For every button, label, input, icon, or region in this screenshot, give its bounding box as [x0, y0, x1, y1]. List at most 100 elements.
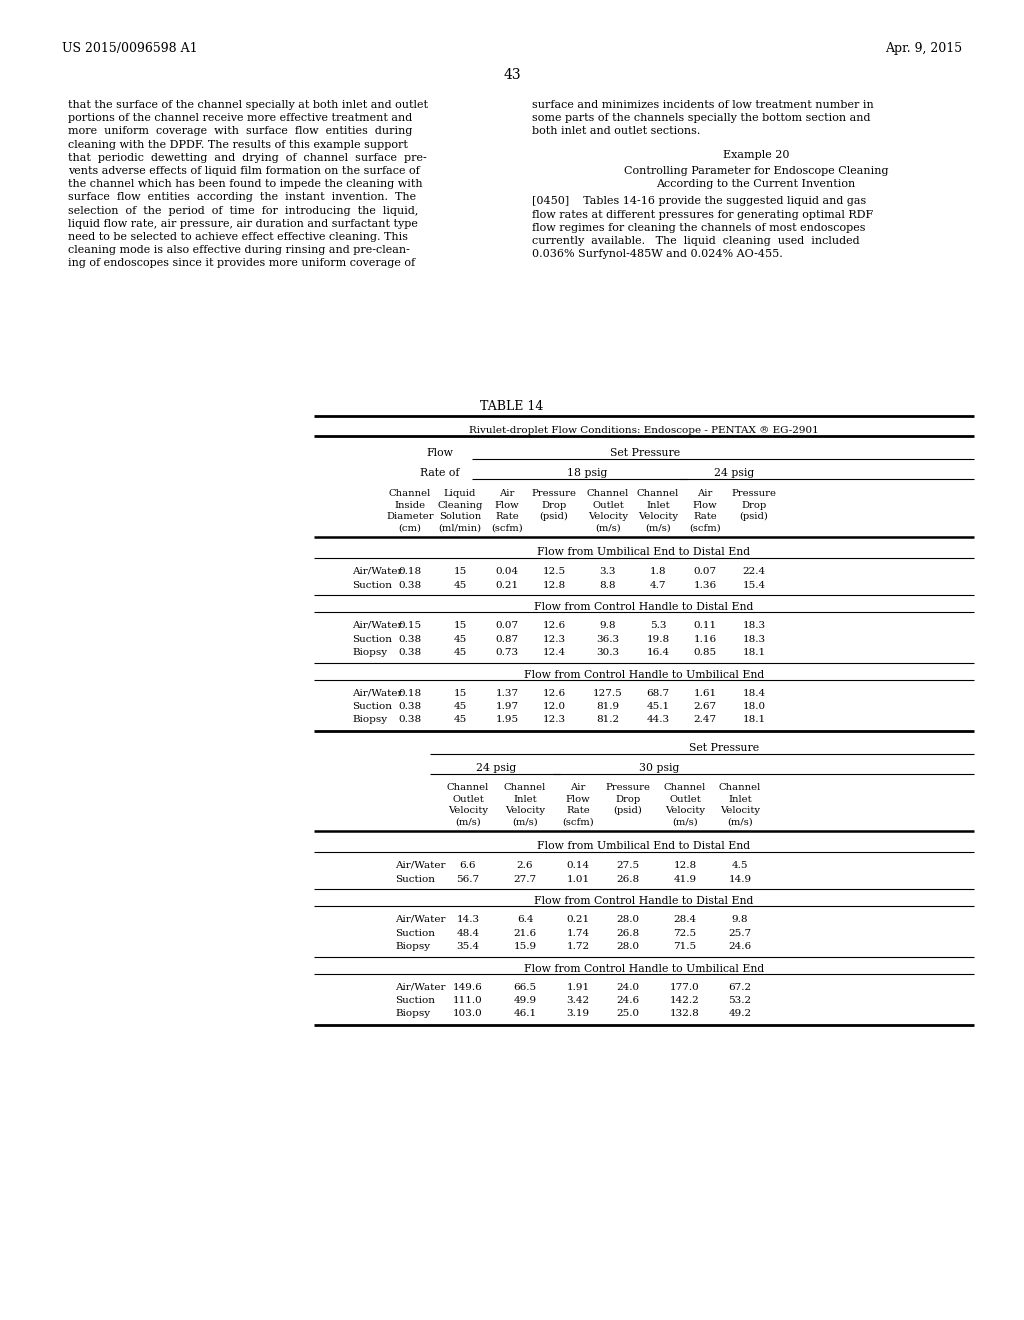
Text: 14.3: 14.3 [457, 915, 479, 924]
Text: 21.6: 21.6 [513, 928, 537, 937]
Text: 41.9: 41.9 [674, 874, 696, 883]
Text: 15.9: 15.9 [513, 942, 537, 950]
Text: 0.07: 0.07 [496, 620, 518, 630]
Text: 142.2: 142.2 [670, 997, 699, 1005]
Text: the channel which has been found to impede the cleaning with: the channel which has been found to impe… [68, 180, 423, 189]
Text: 4.5: 4.5 [732, 861, 749, 870]
Text: 18.3: 18.3 [742, 635, 766, 644]
Text: 27.5: 27.5 [616, 861, 640, 870]
Text: Rivulet-droplet Flow Conditions: Endoscope - PENTAX ® EG-2901: Rivulet-droplet Flow Conditions: Endosco… [469, 426, 819, 436]
Text: 43: 43 [503, 69, 521, 82]
Text: Solution: Solution [439, 512, 481, 521]
Text: 0.04: 0.04 [496, 568, 518, 576]
Text: Rate: Rate [566, 807, 590, 814]
Text: 2.47: 2.47 [693, 715, 717, 725]
Text: 149.6: 149.6 [454, 982, 483, 991]
Text: Air/Water: Air/Water [395, 861, 445, 870]
Text: currently  available.   The  liquid  cleaning  used  included: currently available. The liquid cleaning… [532, 236, 859, 246]
Text: 19.8: 19.8 [646, 635, 670, 644]
Text: Suction: Suction [395, 874, 435, 883]
Text: 177.0: 177.0 [670, 982, 699, 991]
Text: Pressure: Pressure [531, 488, 577, 498]
Text: Set Pressure: Set Pressure [689, 743, 759, 752]
Text: (m/s): (m/s) [645, 524, 671, 532]
Text: 3.3: 3.3 [600, 568, 616, 576]
Text: that the surface of the channel specially at both inlet and outlet: that the surface of the channel speciall… [68, 100, 428, 110]
Text: 56.7: 56.7 [457, 874, 479, 883]
Text: Air/Water: Air/Water [352, 568, 402, 576]
Text: Channel: Channel [587, 488, 629, 498]
Text: 15: 15 [454, 568, 467, 576]
Text: flow rates at different pressures for generating optimal RDF: flow rates at different pressures for ge… [532, 210, 873, 219]
Text: 12.0: 12.0 [543, 702, 565, 711]
Text: Apr. 9, 2015: Apr. 9, 2015 [885, 42, 962, 55]
Text: 45.1: 45.1 [646, 702, 670, 711]
Text: 24.0: 24.0 [616, 982, 640, 991]
Text: Flow from Control Handle to Umbilical End: Flow from Control Handle to Umbilical En… [524, 669, 764, 680]
Text: Channel: Channel [389, 488, 431, 498]
Text: 132.8: 132.8 [670, 1010, 699, 1019]
Text: 6.6: 6.6 [460, 861, 476, 870]
Text: surface  flow  entities  according  the  instant  invention.  The: surface flow entities according the inst… [68, 193, 416, 202]
Text: Channel: Channel [504, 783, 546, 792]
Text: vents adverse effects of liquid film formation on the surface of: vents adverse effects of liquid film for… [68, 166, 420, 176]
Text: Drop: Drop [741, 500, 767, 510]
Text: (scfm): (scfm) [492, 524, 523, 532]
Text: surface and minimizes incidents of low treatment number in: surface and minimizes incidents of low t… [532, 100, 873, 110]
Text: 103.0: 103.0 [454, 1010, 483, 1019]
Text: 0.38: 0.38 [398, 715, 422, 725]
Text: 9.8: 9.8 [600, 620, 616, 630]
Text: Air: Air [500, 488, 515, 498]
Text: Controlling Parameter for Endoscope Cleaning: Controlling Parameter for Endoscope Clea… [624, 166, 888, 176]
Text: Rate: Rate [496, 512, 519, 521]
Text: Biopsy: Biopsy [395, 942, 430, 950]
Text: 71.5: 71.5 [674, 942, 696, 950]
Text: (psid): (psid) [739, 512, 768, 521]
Text: 16.4: 16.4 [646, 648, 670, 657]
Text: 27.7: 27.7 [513, 874, 537, 883]
Text: According to the Current Invention: According to the Current Invention [656, 180, 856, 189]
Text: (cm): (cm) [398, 524, 422, 532]
Text: Suction: Suction [352, 635, 392, 644]
Text: more  uniform  coverage  with  surface  flow  entities  during: more uniform coverage with surface flow … [68, 127, 413, 136]
Text: 26.8: 26.8 [616, 874, 640, 883]
Text: 45: 45 [454, 581, 467, 590]
Text: 1.36: 1.36 [693, 581, 717, 590]
Text: (m/s): (m/s) [672, 817, 698, 826]
Text: 12.6: 12.6 [543, 620, 565, 630]
Text: 12.5: 12.5 [543, 568, 565, 576]
Text: 68.7: 68.7 [646, 689, 670, 697]
Text: 25.7: 25.7 [728, 928, 752, 937]
Text: 30 psig: 30 psig [639, 763, 679, 774]
Text: Pressure: Pressure [731, 488, 776, 498]
Text: 30.3: 30.3 [596, 648, 620, 657]
Text: Outlet: Outlet [592, 500, 624, 510]
Text: 1.72: 1.72 [566, 942, 590, 950]
Text: Liquid: Liquid [443, 488, 476, 498]
Text: Velocity: Velocity [588, 512, 628, 521]
Text: 24 psig: 24 psig [476, 763, 517, 774]
Text: Biopsy: Biopsy [395, 1010, 430, 1019]
Text: (m/s): (m/s) [595, 524, 621, 532]
Text: (scfm): (scfm) [562, 817, 594, 826]
Text: 28.0: 28.0 [616, 942, 640, 950]
Text: 9.8: 9.8 [732, 915, 749, 924]
Text: 0.73: 0.73 [496, 648, 518, 657]
Text: Diameter: Diameter [386, 512, 434, 521]
Text: Air: Air [570, 783, 586, 792]
Text: Velocity: Velocity [720, 807, 760, 814]
Text: Drop: Drop [542, 500, 566, 510]
Text: Cleaning: Cleaning [437, 500, 482, 510]
Text: 8.8: 8.8 [600, 581, 616, 590]
Text: 1.01: 1.01 [566, 874, 590, 883]
Text: Air/Water: Air/Water [395, 915, 445, 924]
Text: 53.2: 53.2 [728, 997, 752, 1005]
Text: 1.37: 1.37 [496, 689, 518, 697]
Text: Biopsy: Biopsy [352, 648, 387, 657]
Text: Velocity: Velocity [665, 807, 705, 814]
Text: need to be selected to achieve effect effective cleaning. This: need to be selected to achieve effect ef… [68, 232, 408, 242]
Text: 4.7: 4.7 [650, 581, 667, 590]
Text: Inlet: Inlet [513, 795, 537, 804]
Text: 28.4: 28.4 [674, 915, 696, 924]
Text: 12.8: 12.8 [543, 581, 565, 590]
